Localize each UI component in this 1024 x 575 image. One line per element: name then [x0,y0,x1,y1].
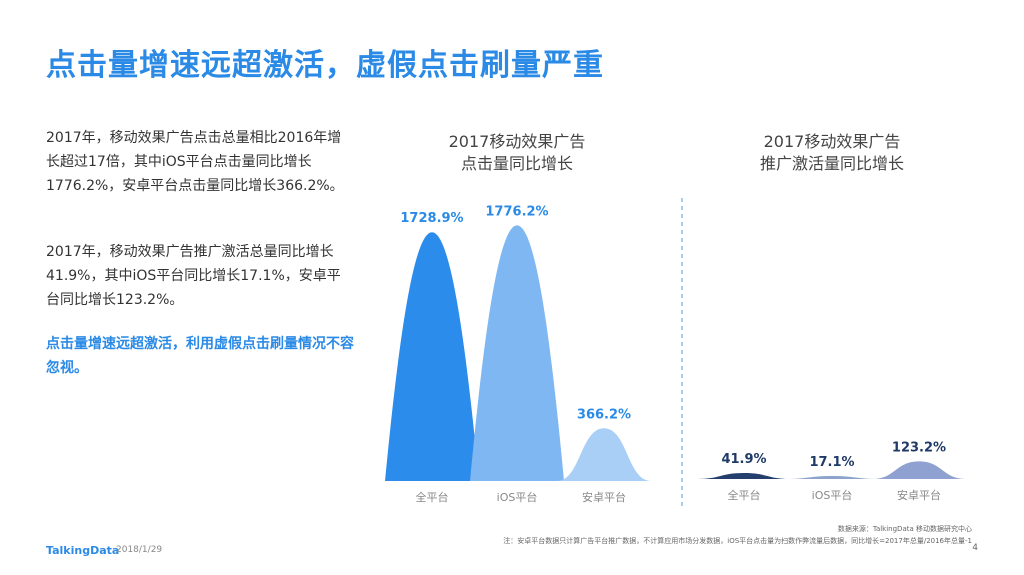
data-source: 数据来源：TalkingData 移动数据研究中心 [837,525,972,533]
category-label: 全平台 [416,490,449,504]
report-date: 2018/1/29 [116,545,163,555]
chart-title-line: 点击量同比增长 [461,154,573,173]
chart-bar [470,225,564,481]
chart-title-line: 推广激活量同比增长 [760,154,904,173]
summary-paragraph-activations: 2017年，移动效果广告推广激活总量同比增长41.9%，其中iOS平台同比增长1… [46,244,341,308]
page-number: 4 [972,543,978,553]
chart-title-line: 2017移动效果广告 [449,132,586,151]
data-label: 41.9% [721,452,766,467]
summary-paragraph-clicks: 2017年，移动效果广告点击总量相比2016年增长超过17倍，其中iOS平台点击… [46,130,344,194]
category-label: iOS平台 [497,490,538,504]
brand-logo: TalkingData [46,544,120,557]
data-label: 366.2% [577,407,631,422]
category-label: 全平台 [728,488,761,502]
summary-conclusion: 点击量增速远超激活，利用虚假点击刷量情况不容忽视。 [46,336,354,376]
category-label: 安卓平台 [582,490,626,504]
data-label: 123.2% [892,440,946,455]
data-label: 17.1% [809,455,854,470]
data-label: 1776.2% [485,204,548,219]
footnote: 注：安卓平台数据只计算广告平台推广数据，不计算应用市场分发数据，iOS平台点击量… [503,537,972,545]
chart-bar [697,473,791,479]
category-label: 安卓平台 [897,488,941,502]
chart-bar [557,428,651,481]
chart-bar [785,476,879,479]
page-title: 点击量增速远超激活，虚假点击刷量严重 [46,48,604,83]
chart-bar [385,232,479,481]
chart-title-line: 2017移动效果广告 [764,132,901,151]
chart-bar [872,461,966,479]
category-label: iOS平台 [812,488,853,502]
data-label: 1728.9% [400,211,463,226]
